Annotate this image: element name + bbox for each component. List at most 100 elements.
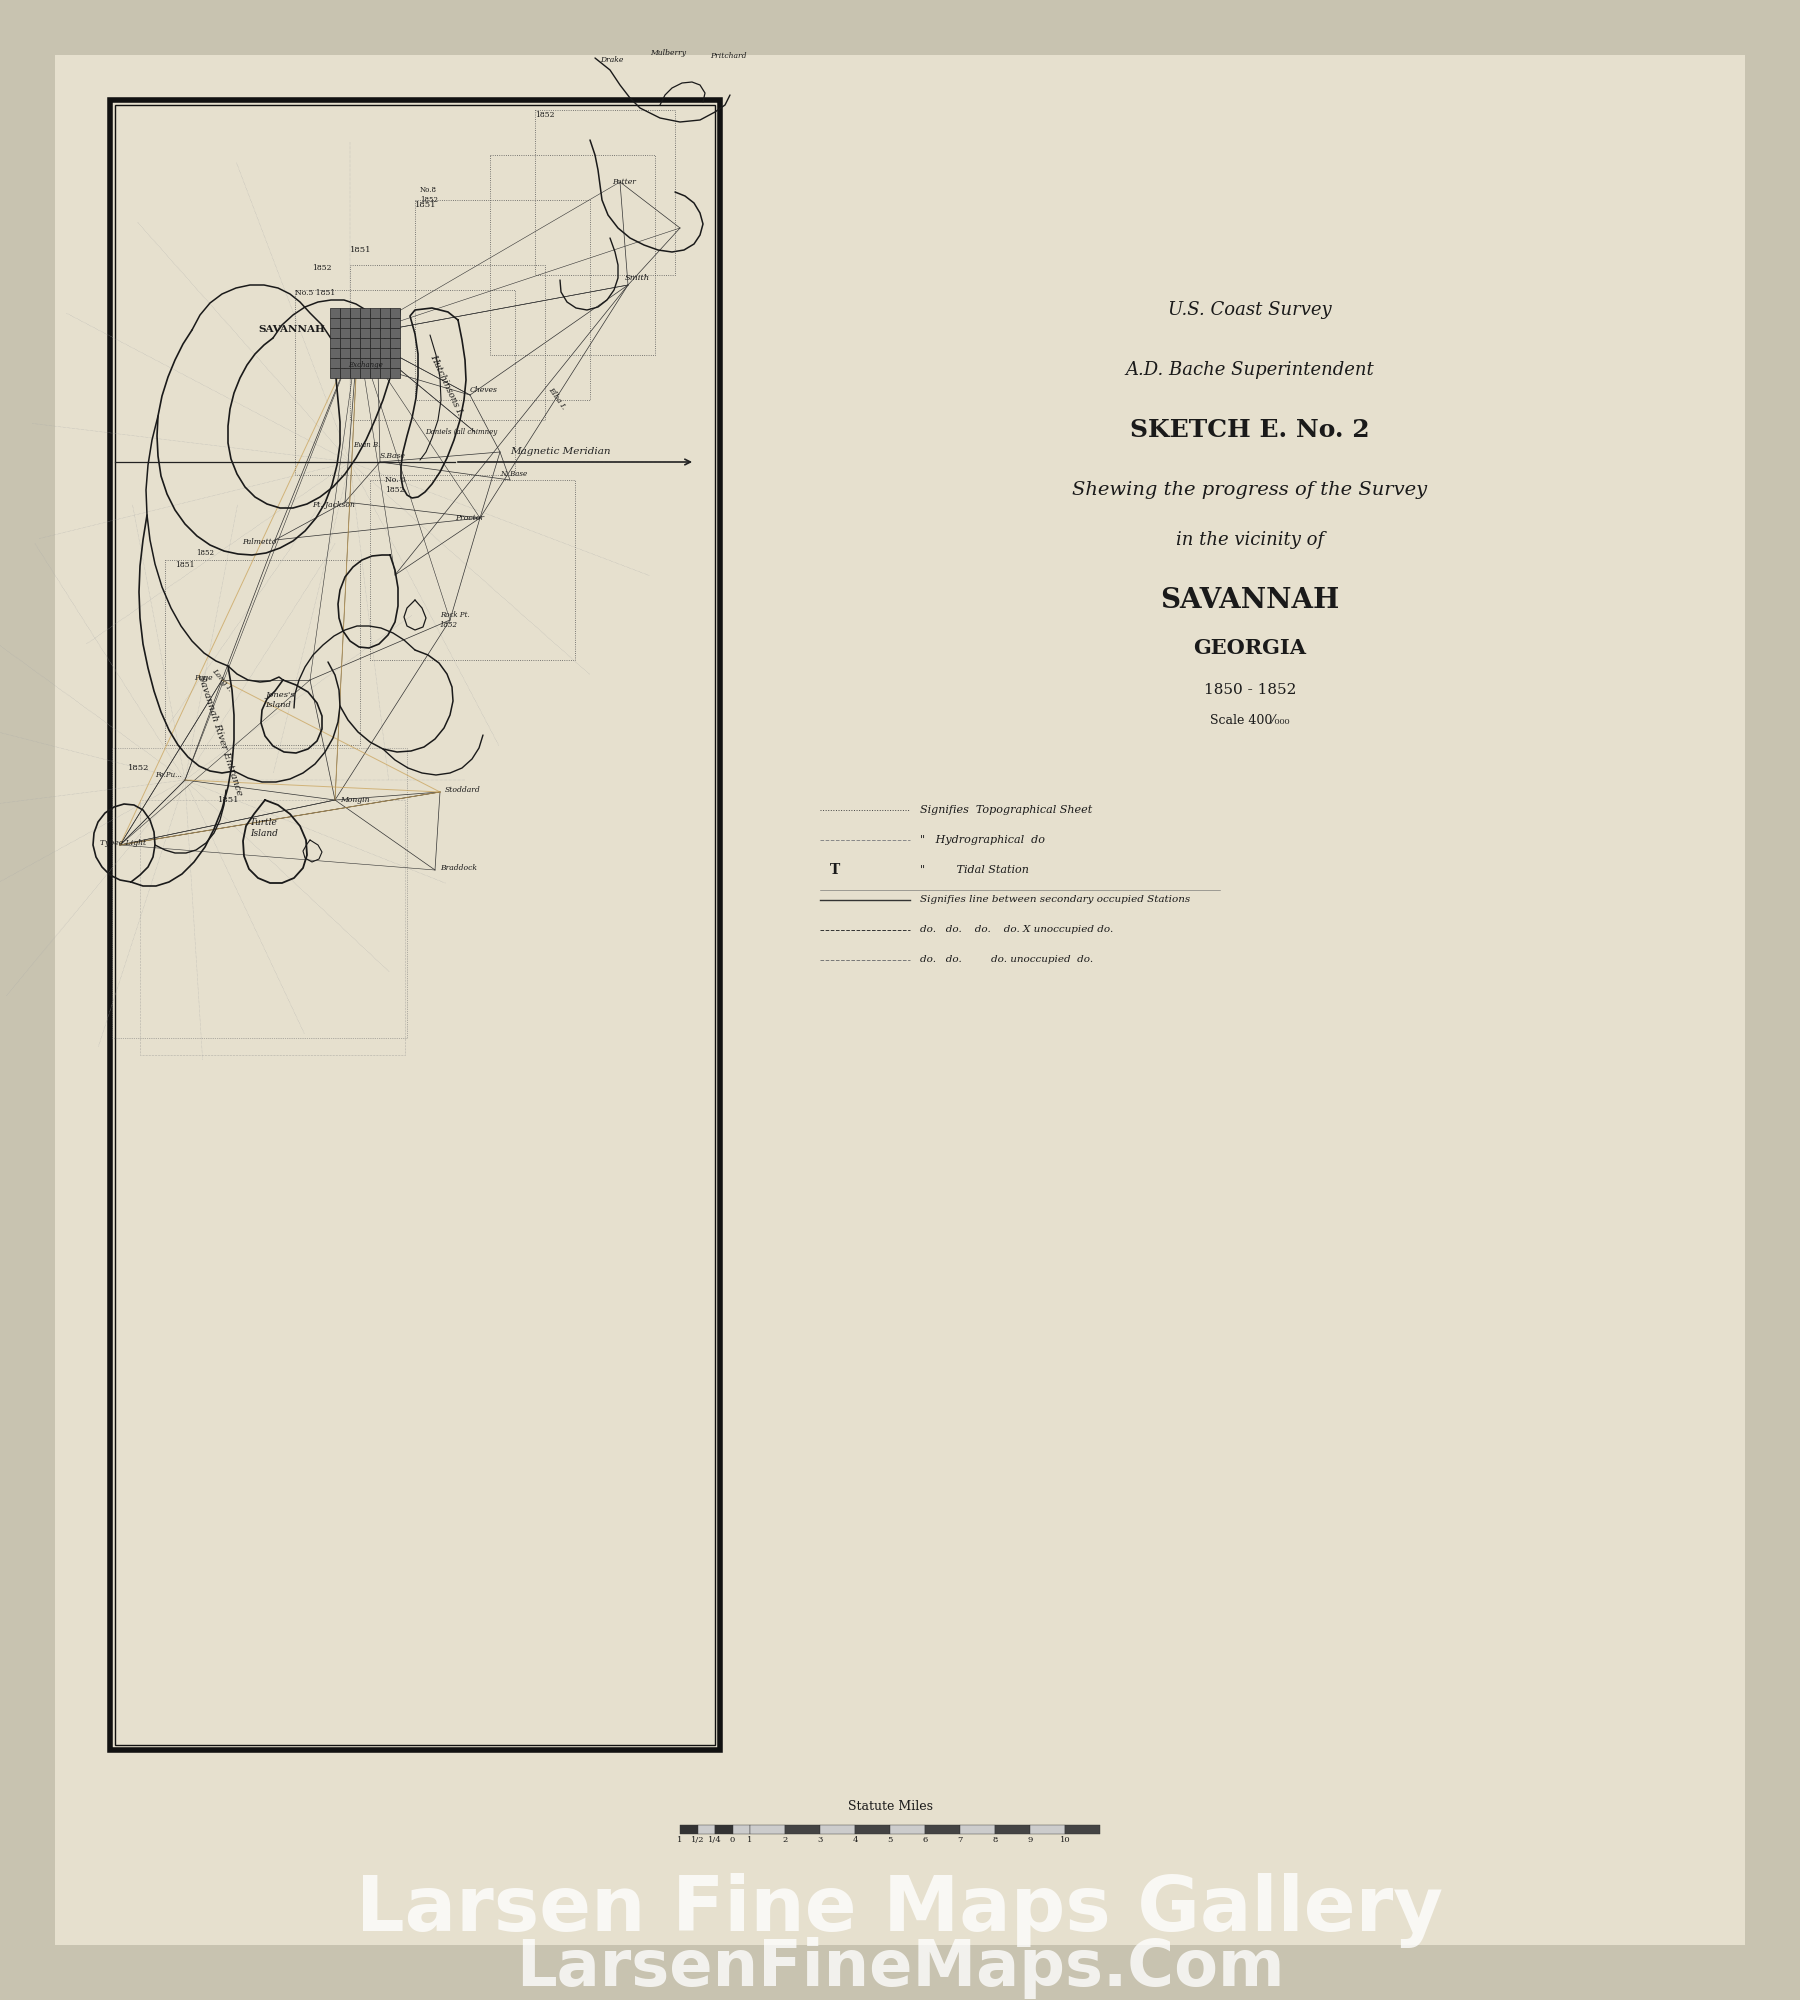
Text: SAVANNAH: SAVANNAH — [1161, 586, 1339, 614]
Text: Cheves: Cheves — [470, 386, 499, 394]
Bar — [821, 1824, 855, 1834]
Bar — [391, 348, 400, 358]
Bar — [349, 308, 360, 318]
Text: 6: 6 — [922, 1836, 927, 1844]
Text: Exchange: Exchange — [347, 360, 383, 368]
Text: 1850 - 1852: 1850 - 1852 — [1204, 684, 1296, 698]
Bar — [371, 338, 380, 348]
Text: Hutchinsons I.: Hutchinsons I. — [428, 354, 464, 416]
Bar — [340, 348, 349, 358]
Bar — [360, 318, 371, 328]
Bar — [959, 1824, 995, 1834]
Text: Smith: Smith — [625, 274, 650, 282]
Text: Magnetic Meridian: Magnetic Meridian — [509, 448, 610, 456]
Text: SAVANNAH: SAVANNAH — [257, 326, 324, 334]
Text: 1852: 1852 — [128, 764, 149, 772]
Bar — [360, 308, 371, 318]
Bar — [380, 348, 391, 358]
Text: 4: 4 — [851, 1836, 859, 1844]
Text: 1851: 1851 — [416, 202, 436, 208]
Text: Ft. Jackson: Ft. Jackson — [311, 500, 355, 508]
Bar — [340, 318, 349, 328]
Text: N. Base: N. Base — [500, 470, 527, 478]
Text: Daniels (all chimney: Daniels (all chimney — [425, 428, 497, 436]
Bar — [166, 560, 360, 744]
Bar — [715, 1824, 733, 1834]
Bar — [340, 368, 349, 378]
Bar — [340, 308, 349, 318]
Bar — [295, 290, 515, 474]
Text: No.5 1851: No.5 1851 — [295, 288, 335, 296]
Bar — [340, 338, 349, 348]
Text: Savannah River Entrance: Savannah River Entrance — [196, 674, 243, 796]
Text: 1/2: 1/2 — [691, 1836, 704, 1844]
Bar — [680, 1824, 698, 1834]
Text: 0: 0 — [729, 1836, 734, 1844]
Bar — [349, 358, 360, 368]
Bar — [329, 358, 340, 368]
Bar — [340, 358, 349, 368]
Bar — [371, 328, 380, 338]
Bar — [416, 200, 590, 400]
Text: Evan B.: Evan B. — [353, 442, 380, 450]
Text: Signifies line between secondary occupied Stations: Signifies line between secondary occupie… — [920, 896, 1190, 904]
Text: "         Tidal Station: " Tidal Station — [920, 864, 1030, 876]
Text: Shewing the progress of the Survey: Shewing the progress of the Survey — [1073, 480, 1427, 498]
Text: Fe.Pu...: Fe.Pu... — [155, 770, 182, 778]
Text: Mongin: Mongin — [340, 796, 369, 804]
Bar — [380, 368, 391, 378]
Bar — [380, 328, 391, 338]
Bar — [391, 338, 400, 348]
Bar — [360, 338, 371, 348]
Text: Pritchard: Pritchard — [709, 52, 747, 60]
Text: No. 6
1852: No. 6 1852 — [385, 476, 405, 494]
Text: Elba I.: Elba I. — [545, 386, 567, 410]
Bar — [733, 1824, 751, 1834]
Text: Palmetto: Palmetto — [241, 538, 277, 546]
Text: Mulberry: Mulberry — [650, 48, 686, 56]
Text: GEORGIA: GEORGIA — [1193, 638, 1307, 658]
Bar — [329, 348, 340, 358]
Bar — [115, 104, 715, 1744]
Text: U.S. Coast Survey: U.S. Coast Survey — [1168, 300, 1332, 318]
Bar — [751, 1824, 785, 1834]
Bar — [391, 308, 400, 318]
Text: Scale 400⁄₀₀₀: Scale 400⁄₀₀₀ — [1210, 714, 1291, 726]
Text: do.   do.    do.    do. X unoccupied do.: do. do. do. do. X unoccupied do. — [920, 926, 1112, 934]
Text: S.Base: S.Base — [380, 452, 405, 460]
Text: 1/4: 1/4 — [707, 1836, 722, 1844]
Text: 1852: 1852 — [196, 548, 214, 556]
Bar — [340, 328, 349, 338]
Text: do.   do.         do. unoccupied  do.: do. do. do. unoccupied do. — [920, 956, 1093, 964]
Bar — [360, 348, 371, 358]
Bar — [391, 358, 400, 368]
Text: 1852: 1852 — [311, 264, 331, 272]
Text: 10: 10 — [1060, 1836, 1071, 1844]
Text: Larsen Fine Maps Gallery: Larsen Fine Maps Gallery — [356, 1872, 1444, 1948]
Text: Rock Pt.
1852: Rock Pt. 1852 — [439, 612, 470, 628]
Text: in the vicinity of: in the vicinity of — [1175, 530, 1325, 548]
Text: 1: 1 — [747, 1836, 752, 1844]
Bar — [329, 308, 340, 318]
Text: Stoddard: Stoddard — [445, 786, 481, 794]
Bar — [490, 156, 655, 356]
Bar — [925, 1824, 959, 1834]
Bar — [1066, 1824, 1100, 1834]
Bar — [371, 318, 380, 328]
Bar — [329, 328, 340, 338]
Bar — [391, 368, 400, 378]
Text: Jones's
Island: Jones's Island — [265, 692, 295, 708]
Bar — [698, 1824, 715, 1834]
Bar — [889, 1824, 925, 1834]
Bar — [380, 308, 391, 318]
Text: Drake: Drake — [599, 56, 623, 64]
Text: Braddock: Braddock — [439, 864, 477, 872]
Text: 1851: 1851 — [175, 560, 194, 568]
Text: 8: 8 — [992, 1836, 997, 1844]
Text: Statute Miles: Statute Miles — [848, 1800, 932, 1812]
Bar — [855, 1824, 889, 1834]
Text: 2: 2 — [783, 1836, 788, 1844]
Text: 1852: 1852 — [535, 110, 554, 120]
Bar — [112, 748, 407, 1038]
Text: T: T — [830, 864, 841, 876]
